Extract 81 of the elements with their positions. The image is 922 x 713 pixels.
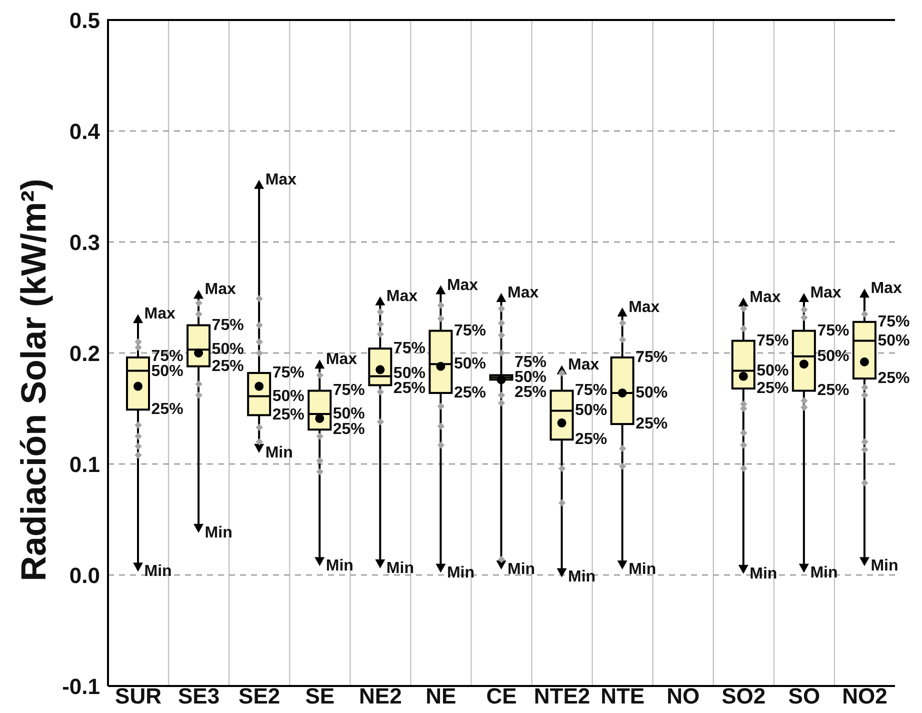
annotation: Max [386, 288, 418, 305]
annotation: Max [870, 280, 902, 298]
annotation: Max [568, 356, 600, 374]
annotation: 75% [756, 332, 789, 350]
annotation: Max [265, 171, 297, 188]
annotation: Min [870, 558, 898, 575]
x-tick-label: SE2 [238, 684, 280, 709]
annotation: Max [810, 284, 842, 302]
annotation: 25% [756, 380, 789, 398]
annotation: 25% [575, 431, 608, 448]
y-tick-label: 0.4 [69, 118, 101, 144]
annotation: Min [386, 560, 414, 577]
annotation: Min [144, 563, 172, 580]
annotation: 75% [454, 322, 486, 340]
annotation: 75% [332, 382, 365, 400]
annotation: 25% [454, 384, 486, 402]
annotation: 25% [212, 358, 244, 375]
annotation: Max [204, 281, 236, 298]
annotation: 50% [575, 402, 608, 420]
y-tick-label: 0.2 [69, 340, 100, 366]
annotation: 50% [514, 368, 547, 386]
annotation: 25% [151, 401, 184, 418]
annotation: 50% [272, 388, 304, 405]
x-tick-label: CE [486, 684, 517, 709]
y-tick-label: -0.1 [62, 674, 100, 699]
annotation: 75% [272, 364, 304, 382]
x-tick-label: NE2 [359, 684, 402, 709]
y-tick-label: 0.1 [69, 452, 100, 477]
annotation: Max [628, 298, 660, 316]
annotation: Max [750, 289, 781, 306]
annotation: 75% [514, 354, 547, 371]
x-tick-label: SO2 [722, 684, 766, 709]
annotation: Min [508, 560, 536, 578]
annotation: 75% [212, 316, 244, 334]
x-tick-label: NO2 [842, 684, 888, 709]
annotation: 50% [393, 364, 426, 382]
annotation: Min [628, 560, 656, 578]
annotation: Min [568, 568, 596, 586]
annotation: Min [326, 558, 354, 575]
annotation: 25% [332, 421, 365, 438]
annotation: 25% [817, 382, 850, 400]
x-tick-label: SUR [115, 684, 162, 709]
annotation: Max [144, 306, 176, 323]
x-tick-label: NE [426, 684, 456, 709]
annotation: Min [446, 564, 475, 582]
y-tick-label: 0.5 [69, 8, 100, 33]
x-tick-label: NTE2 [534, 684, 590, 709]
x-tick-label: SE [305, 684, 335, 709]
y-axis-title: Radiación Solar (kW/m²) [14, 178, 54, 582]
x-tick-label: SO [788, 684, 820, 709]
annotation: 25% [636, 416, 668, 433]
annotation: Min [810, 564, 838, 582]
annotation: 50% [212, 341, 244, 358]
annotation: 75% [817, 322, 850, 340]
annotation: 50% [454, 356, 486, 373]
annotation: 50% [817, 348, 850, 365]
annotation: 25% [272, 406, 304, 424]
x-tick-label: NTE [600, 684, 645, 709]
annotation: 75% [575, 382, 608, 400]
annotation: 50% [151, 363, 184, 380]
annotation: Max [326, 351, 358, 368]
annotation: 50% [756, 362, 789, 380]
annotation: 50% [878, 332, 910, 350]
annotation: Max [508, 284, 539, 302]
annotation: 50% [636, 384, 668, 402]
annotation: 75% [636, 348, 668, 366]
annotation: 75% [878, 313, 910, 330]
annotation: 25% [514, 384, 547, 401]
annotation: Min [204, 524, 232, 542]
annotation: 25% [393, 380, 426, 397]
y-tick-label: 0.3 [69, 230, 100, 255]
annotation: 75% [151, 348, 184, 366]
x-tick-label: NO [666, 684, 700, 709]
annotation: Min [265, 444, 293, 462]
annotation: 25% [878, 370, 910, 388]
annotation: Min [750, 565, 778, 582]
annotation: Max [446, 276, 478, 294]
x-tick-label: SE3 [178, 684, 220, 709]
annotation: 50% [332, 406, 365, 423]
y-tick-label: 0.0 [69, 562, 100, 588]
annotation: 75% [393, 340, 426, 358]
